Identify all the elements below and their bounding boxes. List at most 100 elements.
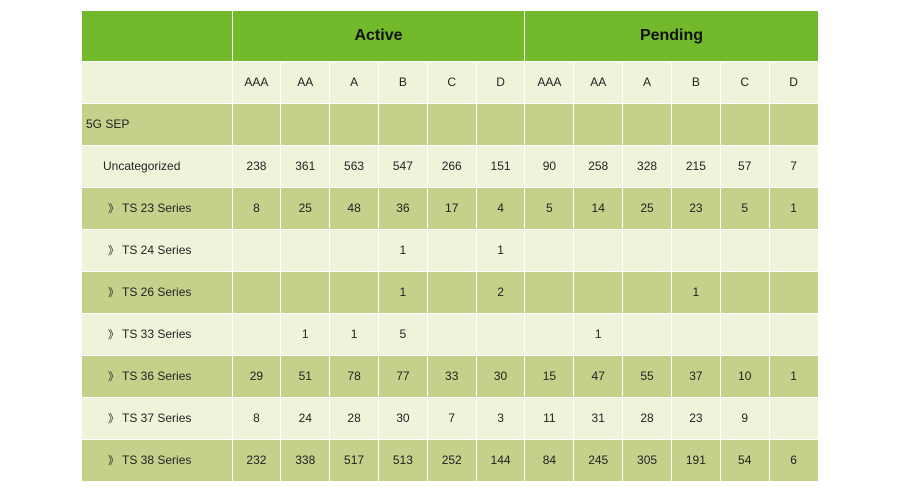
pending-count-cell xyxy=(671,103,721,146)
pending-count-cell: 54 xyxy=(720,439,770,482)
row-label[interactable]: 》 TS 38 Series xyxy=(82,439,233,482)
grade-header-cell: C xyxy=(720,61,770,104)
active-count-cell: 1 xyxy=(378,229,428,272)
active-count-cell xyxy=(427,271,477,314)
pending-count-cell: 23 xyxy=(671,397,721,440)
table-row[interactable]: 》 TS 24 Series 1 1 xyxy=(82,229,819,272)
active-count-cell xyxy=(476,103,526,146)
grade-header-blank xyxy=(82,61,233,104)
table-row[interactable]: 》 TS 26 Series 1 2 1 xyxy=(82,271,819,314)
pending-count-cell: 7 xyxy=(769,145,819,188)
active-count-cell: 5 xyxy=(378,313,428,356)
table-row[interactable]: 》 TS 33 Series 1 1 5 1 xyxy=(82,313,819,356)
pending-count-cell: 15 xyxy=(524,355,575,398)
pending-count-cell xyxy=(769,397,819,440)
grade-header-cell: AAA xyxy=(232,61,282,104)
grade-header-cell: D xyxy=(769,61,819,104)
pending-count-cell: 215 xyxy=(671,145,721,188)
pending-count-cell xyxy=(524,103,575,146)
active-count-cell: 1 xyxy=(329,313,379,356)
pending-count-cell xyxy=(573,271,624,314)
patent-grade-table: Active Pending AAA AA A B C D AAA AA A B C D 5G SEP Un… xyxy=(82,11,819,482)
table-row[interactable]: 》 TS 37 Series 8 24 28 30 7 3 11 31 28 23 9 xyxy=(82,397,819,440)
group-header-row: Active Pending xyxy=(82,11,819,62)
chevron-right-icon[interactable]: 》 xyxy=(108,287,119,299)
pending-count-cell: 37 xyxy=(671,355,721,398)
pending-count-cell: 28 xyxy=(622,397,672,440)
grade-header-cell: C xyxy=(427,61,477,104)
active-count-cell: 28 xyxy=(329,397,379,440)
row-label[interactable]: 》 TS 33 Series xyxy=(82,313,233,356)
row-label[interactable]: 》 TS 36 Series xyxy=(82,355,233,398)
row-label[interactable]: 》 TS 24 Series xyxy=(82,229,233,272)
pending-count-cell: 31 xyxy=(573,397,624,440)
pending-count-cell xyxy=(769,103,819,146)
row-label-text: TS 26 Series xyxy=(122,285,192,299)
pending-count-cell xyxy=(769,229,819,272)
active-count-cell: 547 xyxy=(378,145,428,188)
pending-count-cell: 5 xyxy=(720,187,770,230)
row-label-text: TS 23 Series xyxy=(122,201,192,215)
pending-count-cell: 305 xyxy=(622,439,672,482)
chevron-right-icon[interactable]: 》 xyxy=(108,371,119,383)
active-count-cell xyxy=(329,103,379,146)
active-count-cell: 7 xyxy=(427,397,477,440)
row-label-text: TS 38 Series xyxy=(122,453,192,467)
active-count-cell xyxy=(427,229,477,272)
grade-header-cell: AA xyxy=(280,61,331,104)
pending-count-cell xyxy=(573,229,624,272)
pending-count-cell: 1 xyxy=(769,355,819,398)
chevron-right-icon[interactable]: 》 xyxy=(108,413,119,425)
row-label[interactable]: 》 TS 26 Series xyxy=(82,271,233,314)
active-count-cell: 24 xyxy=(280,397,331,440)
pending-count-cell xyxy=(671,313,721,356)
active-count-cell: 144 xyxy=(476,439,526,482)
row-label[interactable]: 》 TS 37 Series xyxy=(82,397,233,440)
pending-count-cell: 191 xyxy=(671,439,721,482)
table-row[interactable]: 》 TS 38 Series 232 338 517 513 252 144 84 245 305 1… xyxy=(82,439,819,482)
active-count-cell: 4 xyxy=(476,187,526,230)
row-label-text: TS 36 Series xyxy=(122,369,192,383)
chevron-right-icon[interactable]: 》 xyxy=(108,245,119,257)
pending-count-cell xyxy=(671,229,721,272)
active-count-cell: 77 xyxy=(378,355,428,398)
pending-count-cell: 1 xyxy=(769,187,819,230)
pending-count-cell: 90 xyxy=(524,145,575,188)
active-count-cell xyxy=(329,271,379,314)
grade-header-cell: B xyxy=(671,61,721,104)
chevron-right-icon[interactable]: 》 xyxy=(108,203,119,215)
table-row[interactable]: Uncategorized 238 361 563 547 266 151 90 258 328 2… xyxy=(82,145,819,188)
active-count-cell: 48 xyxy=(329,187,379,230)
active-count-cell: 1 xyxy=(280,313,331,356)
active-count-cell xyxy=(232,313,282,356)
row-label: Uncategorized xyxy=(82,145,233,188)
pending-count-cell xyxy=(720,271,770,314)
row-label[interactable]: 》 TS 23 Series xyxy=(82,187,233,230)
pending-count-cell: 245 xyxy=(573,439,624,482)
chevron-right-icon[interactable]: 》 xyxy=(108,329,119,341)
active-count-cell: 51 xyxy=(280,355,331,398)
pending-count-cell: 9 xyxy=(720,397,770,440)
active-count-cell xyxy=(232,103,282,146)
pending-count-cell: 10 xyxy=(720,355,770,398)
pending-count-cell: 11 xyxy=(524,397,575,440)
active-count-cell xyxy=(378,103,428,146)
pending-count-cell: 258 xyxy=(573,145,624,188)
pending-count-cell xyxy=(524,313,575,356)
active-count-cell: 266 xyxy=(427,145,477,188)
active-count-cell: 8 xyxy=(232,187,282,230)
active-count-cell: 252 xyxy=(427,439,477,482)
active-count-cell: 361 xyxy=(280,145,331,188)
pending-count-cell xyxy=(769,271,819,314)
active-count-cell: 36 xyxy=(378,187,428,230)
row-label-text: TS 37 Series xyxy=(122,411,192,425)
pending-count-cell: 1 xyxy=(573,313,624,356)
table-row[interactable]: 》 TS 36 Series 29 51 78 77 33 30 15 47 55 37 10 1 xyxy=(82,355,819,398)
table-row[interactable]: 5G SEP xyxy=(82,103,819,146)
active-count-cell: 232 xyxy=(232,439,282,482)
chevron-right-icon[interactable]: 》 xyxy=(108,455,119,467)
grade-header-cell: AAA xyxy=(524,61,575,104)
active-count-cell xyxy=(232,271,282,314)
active-count-cell: 517 xyxy=(329,439,379,482)
table-row[interactable]: 》 TS 23 Series 8 25 48 36 17 4 5 14 25 23 5 1 xyxy=(82,187,819,230)
